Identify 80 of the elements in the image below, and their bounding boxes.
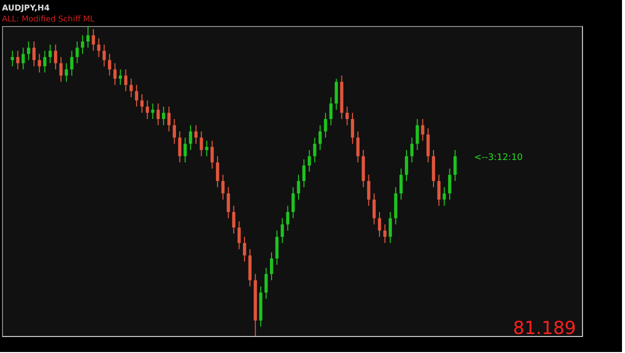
text: <--3:12:10 (474, 153, 524, 163)
candlestick (210, 140, 214, 170)
candlestick (16, 50, 20, 70)
candlestick (108, 53, 112, 76)
chart-subtitle: ALL: Modified Schiff ML (2, 14, 96, 24)
candlestick (404, 150, 408, 182)
candlestick (140, 94, 144, 114)
candlestick (200, 130, 203, 157)
candlestick (70, 50, 74, 76)
candlestick (388, 212, 392, 244)
candlestick (400, 168, 403, 200)
candlestick (448, 168, 452, 200)
candlestick (324, 112, 328, 138)
chart-title: AUDJPY,H4 (2, 4, 50, 12)
candlestick (92, 28, 95, 52)
candlestick (378, 212, 382, 238)
candlestick (426, 128, 430, 163)
candlestick (410, 137, 414, 163)
candlestick (302, 158, 306, 188)
candlestick (10, 50, 14, 67)
candlestick (86, 26, 90, 48)
candlestick (453, 150, 457, 182)
candlestick (146, 100, 149, 120)
candlestick (275, 230, 279, 266)
candlestick (54, 44, 58, 70)
candlestick (113, 62, 117, 86)
candlestick (292, 186, 295, 219)
candlestick (38, 53, 41, 73)
candlestick (383, 224, 387, 244)
candlestick (442, 186, 446, 206)
candlestick (226, 186, 230, 219)
candlestick (162, 106, 166, 126)
candlestick (32, 41, 36, 67)
candlestick (280, 218, 284, 244)
candlestick (124, 68, 128, 92)
candlestick (26, 41, 30, 61)
candlestick (232, 205, 236, 234)
candlestick (356, 130, 360, 163)
candlestick (313, 137, 316, 163)
candlestick (188, 124, 192, 150)
candlestick (286, 205, 290, 232)
candlestick (221, 174, 225, 200)
candlestick (97, 38, 100, 58)
candlestick (184, 137, 187, 163)
candlestick (350, 112, 354, 144)
candlestick (270, 252, 274, 281)
candlestick (367, 174, 370, 206)
candlestick (238, 220, 241, 250)
candlestick (156, 103, 160, 126)
candlestick (80, 34, 84, 54)
candlestick (134, 84, 138, 108)
candlestick (172, 118, 176, 144)
candlestick (334, 78, 338, 110)
candlestick (421, 118, 424, 142)
candlestick (102, 44, 106, 67)
candlestick (308, 150, 311, 172)
candlestick (64, 62, 68, 82)
candlestick (329, 96, 333, 126)
candlestick (205, 140, 208, 157)
candlestick (118, 68, 122, 86)
candlestick (130, 78, 133, 98)
candlestick (437, 174, 440, 206)
candlestick (22, 47, 25, 70)
candlestick (167, 106, 171, 132)
text: 81.189 (513, 318, 576, 339)
candlestick (151, 103, 154, 120)
candlestick (264, 267, 268, 300)
candlestick (372, 192, 376, 225)
candlestick (318, 124, 322, 150)
candlestick (48, 44, 52, 64)
candlestick (296, 174, 300, 200)
candlestick (178, 130, 182, 163)
candlestick (194, 124, 198, 144)
candlestick (216, 156, 220, 188)
candlestick (76, 41, 79, 64)
candlestick (346, 106, 349, 126)
candlestick (242, 236, 246, 262)
candlestick (59, 56, 63, 82)
candlestick (416, 118, 419, 150)
candlestick (43, 50, 46, 73)
